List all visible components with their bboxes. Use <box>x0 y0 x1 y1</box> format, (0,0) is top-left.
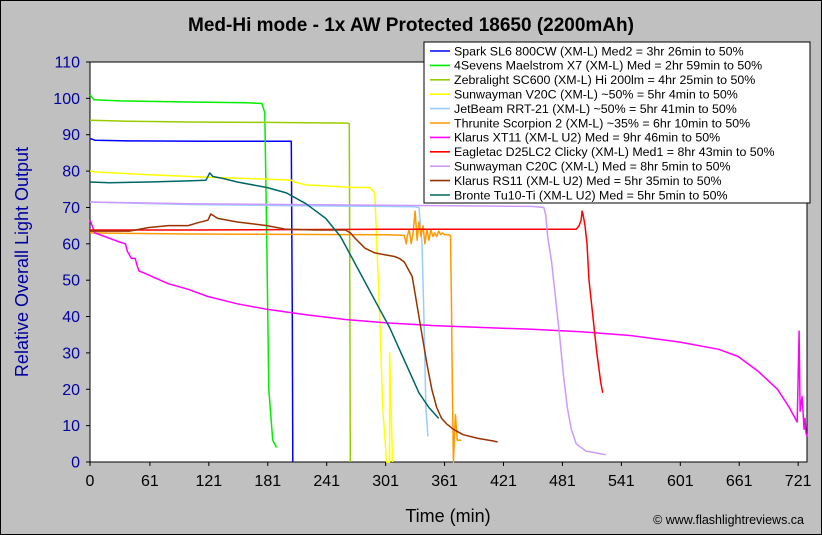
legend-box <box>423 41 811 204</box>
x-tick-label: 361 <box>431 473 458 490</box>
series-line-6 <box>89 210 462 463</box>
legend-entry: Bronte Tu10-Ti (XM-L U2) Med = 5hr 5min … <box>454 188 728 202</box>
series-line-7 <box>89 219 808 437</box>
series-line-1 <box>89 137 294 463</box>
y-tick-label: 20 <box>62 382 80 399</box>
y-axis-label: Relative Overall Light Output <box>12 147 32 377</box>
x-tick-label: 61 <box>141 473 159 490</box>
x-axis-label: Time (min) <box>405 506 490 526</box>
legend-entry: Eagletac D25LC2 Clicky (XM-L) Med1 = 8hr… <box>454 145 775 159</box>
series-line-5 <box>89 201 429 437</box>
x-tick-label: 481 <box>549 473 576 490</box>
legend-entry: 4Sevens Maelstrom X7 (XM-L) Med = 2hr 59… <box>454 59 762 73</box>
chart-title: Med-Hi mode - 1x AW Protected 18650 (220… <box>188 15 634 36</box>
y-tick-label: 100 <box>53 91 80 108</box>
y-tick-label: 70 <box>62 200 80 217</box>
y-ticks: 0 10 20 30 40 50 60 70 80 90 100 110 <box>53 55 90 472</box>
y-tick-label: 60 <box>62 236 80 253</box>
y-tick-label: 0 <box>71 455 80 472</box>
series-line-10 <box>90 213 498 443</box>
x-tick-label: 721 <box>785 473 812 490</box>
y-tick-label: 110 <box>54 55 80 72</box>
legend: Spark SL6 800CW (XM-L) Med2 = 3hr 26min … <box>423 41 811 204</box>
x-ticks: 0 61 121 181 241 301 361 421 481 541 601 661 721 <box>86 462 812 490</box>
x-tick-label: 181 <box>254 473 281 490</box>
y-tick-label: 30 <box>62 345 80 362</box>
series-line-8 <box>90 210 604 394</box>
legend-entry: Klarus XT11 (XM-L U2) Med = 9hr 46min to… <box>454 131 720 145</box>
series-line-11 <box>89 172 440 419</box>
series-lines <box>89 94 808 463</box>
x-tick-label: 601 <box>667 473 694 490</box>
y-tick-label: 50 <box>62 273 80 290</box>
x-tick-label: 421 <box>490 473 517 490</box>
series-line-9 <box>89 201 606 456</box>
series-line-2 <box>89 94 278 448</box>
y-tick-label: 80 <box>62 164 80 181</box>
legend-entry: Spark SL6 800CW (XM-L) Med2 = 3hr 26min … <box>454 44 744 58</box>
copyright-text: © www.flashlightreviews.ca <box>653 513 804 527</box>
x-tick-label: 121 <box>195 473 222 490</box>
legend-entry: Zebralight SC600 (XM-L) Hi 200lm = 4hr 2… <box>454 73 755 87</box>
y-tick-label: 90 <box>62 127 80 144</box>
legend-entry: JetBeam RRT-21 (XM-L) ~50% = 5hr 41min t… <box>454 102 737 116</box>
legend-entry: Sunwayman V20C (XM-L) ~50% = 5hr 4min to… <box>454 88 738 102</box>
x-tick-label: 301 <box>372 473 399 490</box>
y-tick-label: 40 <box>62 309 80 326</box>
y-tick-label: 10 <box>62 418 80 435</box>
legend-entry: Sunwayman C20C (XM-L) Med = 8hr 5min to … <box>454 160 731 174</box>
x-tick-label: 541 <box>608 473 635 490</box>
x-tick-label: 661 <box>726 473 753 490</box>
legend-entry: Thrunite Scorpion 2 (XM-L) ~35% = 6hr 10… <box>454 116 750 130</box>
x-tick-label: 0 <box>86 473 95 490</box>
legend-entry: Klarus RS11 (XM-L U2) Med = 5hr 35min to… <box>454 174 722 188</box>
x-tick-label: 241 <box>313 473 340 490</box>
